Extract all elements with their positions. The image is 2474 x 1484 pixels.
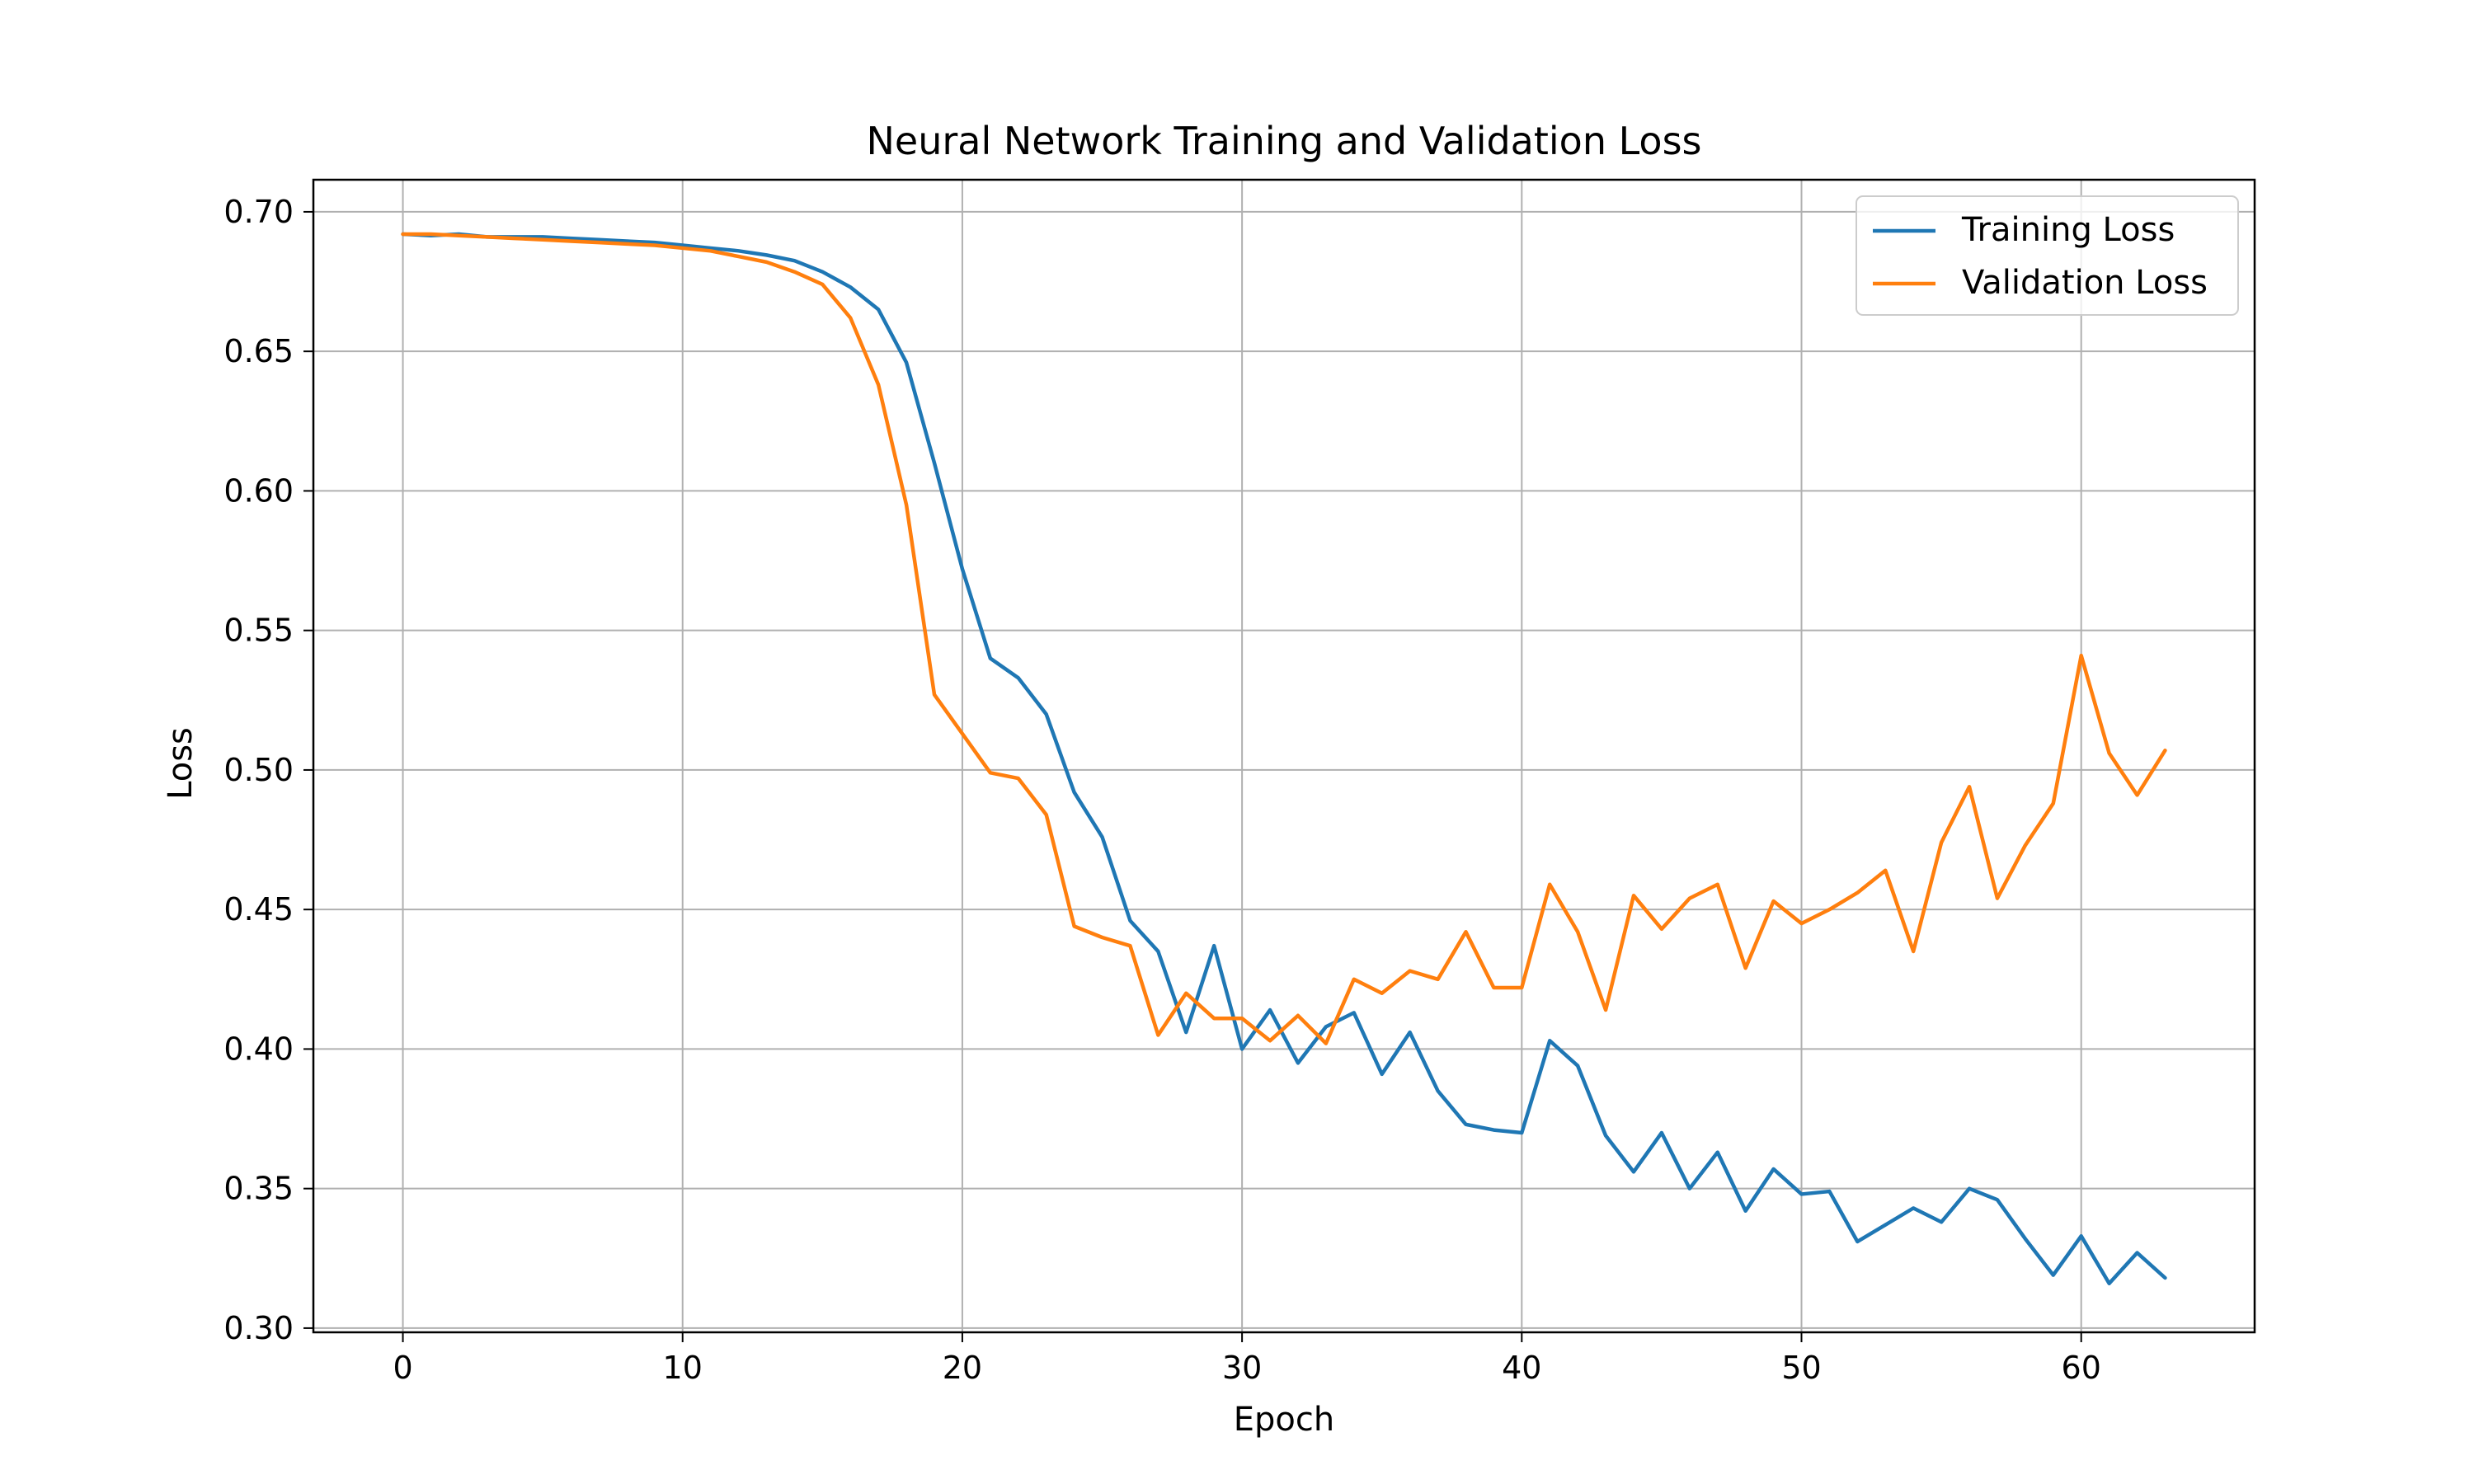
y-axis-label: Loss bbox=[162, 727, 200, 800]
legend: Training Loss Validation Loss bbox=[1856, 195, 2239, 316]
x-tick-label: 30 bbox=[1222, 1350, 1262, 1386]
x-tick-label: 20 bbox=[943, 1350, 982, 1386]
grid bbox=[313, 180, 2255, 1332]
x-axis-label: Epoch bbox=[1234, 1401, 1334, 1439]
legend-label-training-loss: Training Loss bbox=[1961, 211, 2175, 249]
legend-box bbox=[1856, 195, 2239, 316]
x-tick-label: 50 bbox=[1781, 1350, 1821, 1386]
chart-title: Neural Network Training and Validation L… bbox=[866, 119, 1701, 163]
y-tick-label: 0.50 bbox=[223, 752, 294, 788]
y-tick-label: 0.45 bbox=[223, 891, 294, 928]
y-tick-label: 0.30 bbox=[223, 1310, 294, 1346]
y-tick-label: 0.65 bbox=[223, 333, 294, 369]
y-tick-label: 0.55 bbox=[223, 613, 294, 649]
plot-frame bbox=[312, 178, 2256, 1334]
x-tick-label: 60 bbox=[2062, 1350, 2101, 1386]
legend-label-validation-loss: Validation Loss bbox=[1962, 264, 2208, 302]
y-tick-label: 0.70 bbox=[223, 194, 294, 230]
y-tick-label: 0.60 bbox=[223, 472, 294, 509]
tick-group: 0 10 20 30 40 50 60 0.30 0.35 0.40 0.45 0.50 0.55 0.6… bbox=[223, 194, 2100, 1386]
x-tick-label: 40 bbox=[1502, 1350, 1541, 1386]
x-tick-label: 10 bbox=[663, 1350, 703, 1386]
x-tick-label: 0 bbox=[393, 1350, 412, 1386]
series-group bbox=[401, 232, 2167, 1286]
series-line-validation-loss bbox=[401, 232, 2167, 1045]
series-line-training-loss bbox=[401, 232, 2167, 1286]
y-tick-label: 0.40 bbox=[223, 1031, 294, 1067]
y-tick-label: 0.35 bbox=[223, 1171, 294, 1207]
